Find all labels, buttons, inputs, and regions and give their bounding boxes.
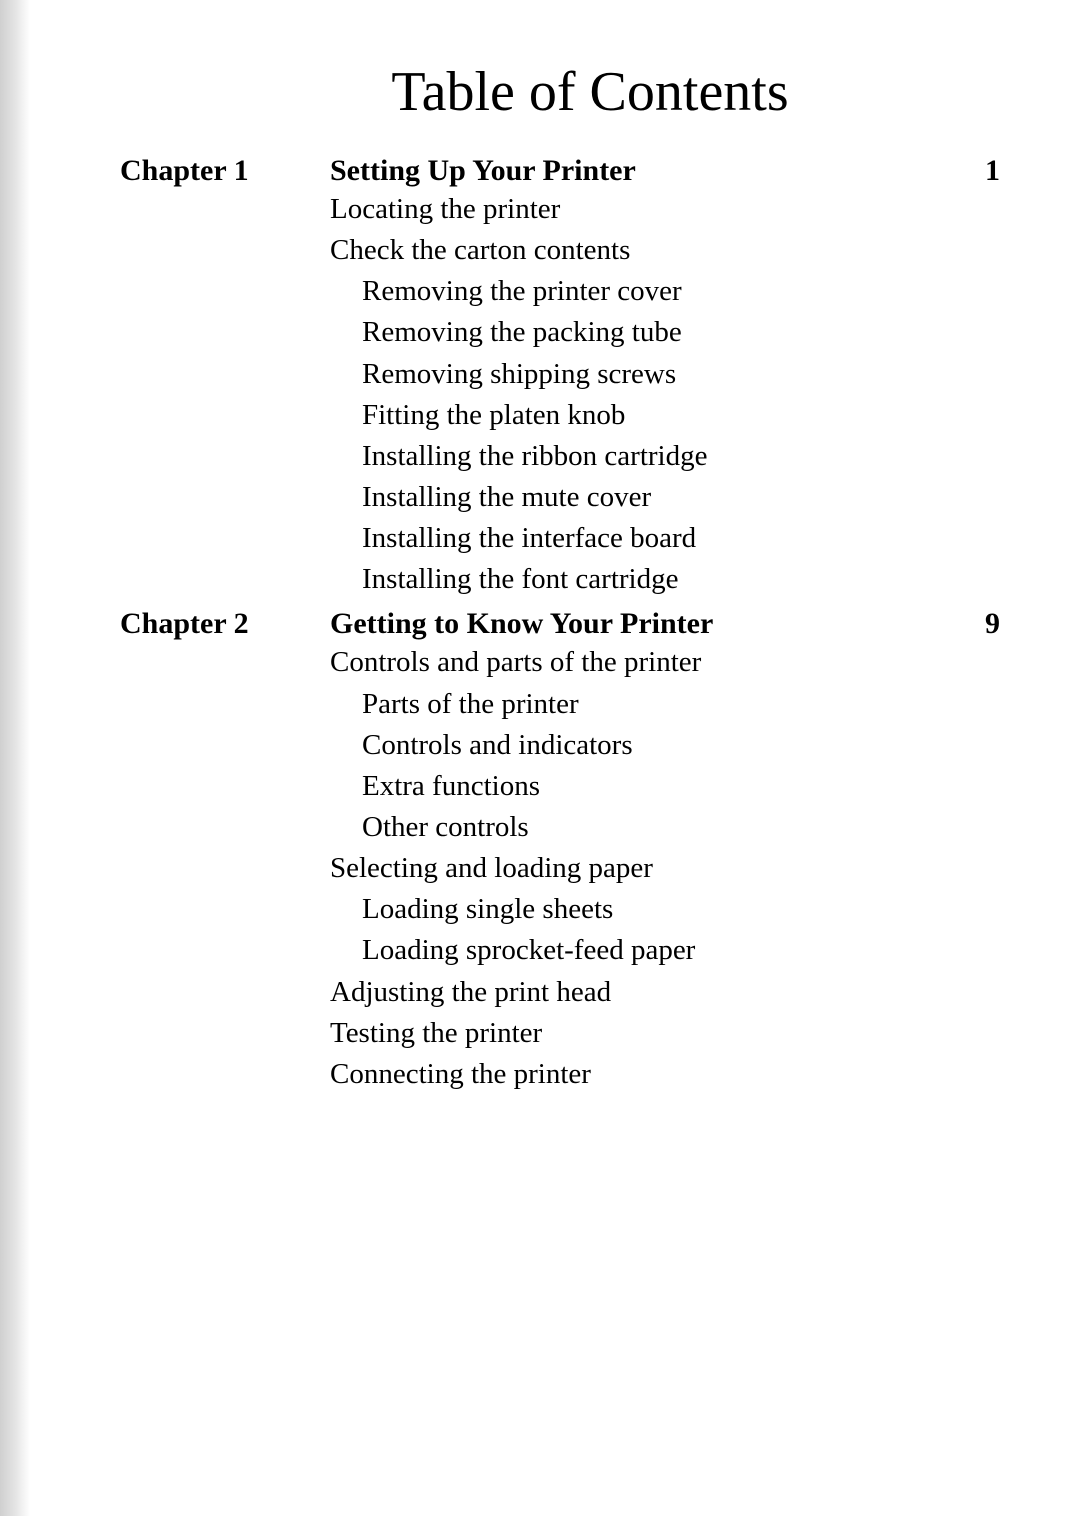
- subsection-item: Installing the font cartridge: [362, 560, 1000, 599]
- subsection-item: Installing the mute cover: [362, 478, 1000, 517]
- section-item: Adjusting the print head: [330, 973, 1000, 1012]
- section-item: Selecting and loading paper: [330, 849, 1000, 888]
- subsection-item: Fitting the platen knob: [362, 396, 1000, 435]
- chapter-title: Getting to Know Your Printer: [330, 607, 713, 641]
- subsection-item: Installing the ribbon cartridge: [362, 437, 1000, 476]
- chapter-block: Chapter 1 Setting Up Your Printer 1 Loca…: [120, 154, 1000, 599]
- subsection-item: Extra functions: [362, 767, 1000, 806]
- subsection-item: Removing the printer cover: [362, 272, 1000, 311]
- subsection-item: Loading sprocket-feed paper: [362, 931, 1000, 970]
- toc-container: Chapter 1 Setting Up Your Printer 1 Loca…: [120, 154, 1000, 1102]
- subsection-item: Loading single sheets: [362, 890, 1000, 929]
- binding-edge: [0, 0, 30, 1516]
- section-item: Locating the printer: [330, 190, 1000, 229]
- subsection-item: Parts of the printer: [362, 685, 1000, 724]
- chapter-page-number: 1: [960, 154, 1000, 188]
- chapter-label: Chapter 1: [120, 154, 330, 599]
- chapter-content: Getting to Know Your Printer 9 Controls …: [330, 607, 1000, 1094]
- chapter-page-number: 9: [960, 607, 1000, 641]
- section-item: Connecting the printer: [330, 1055, 1000, 1094]
- page-title: Table of Contents: [180, 60, 1000, 124]
- subsection-item: Controls and indicators: [362, 726, 1000, 765]
- chapter-title-row: Setting Up Your Printer 1: [330, 154, 1000, 188]
- chapter-title-row: Getting to Know Your Printer 9: [330, 607, 1000, 641]
- subsection-item: Other controls: [362, 808, 1000, 847]
- section-item: Testing the printer: [330, 1014, 1000, 1053]
- section-item: Controls and parts of the printer: [330, 643, 1000, 682]
- chapter-block: Chapter 2 Getting to Know Your Printer 9…: [120, 607, 1000, 1094]
- subsection-item: Installing the interface board: [362, 519, 1000, 558]
- section-item: Check the carton contents: [330, 231, 1000, 270]
- subsection-item: Removing shipping screws: [362, 355, 1000, 394]
- chapter-content: Setting Up Your Printer 1 Locating the p…: [330, 154, 1000, 599]
- subsection-item: Removing the packing tube: [362, 313, 1000, 352]
- chapter-title: Setting Up Your Printer: [330, 154, 636, 188]
- chapter-label: Chapter 2: [120, 607, 330, 1094]
